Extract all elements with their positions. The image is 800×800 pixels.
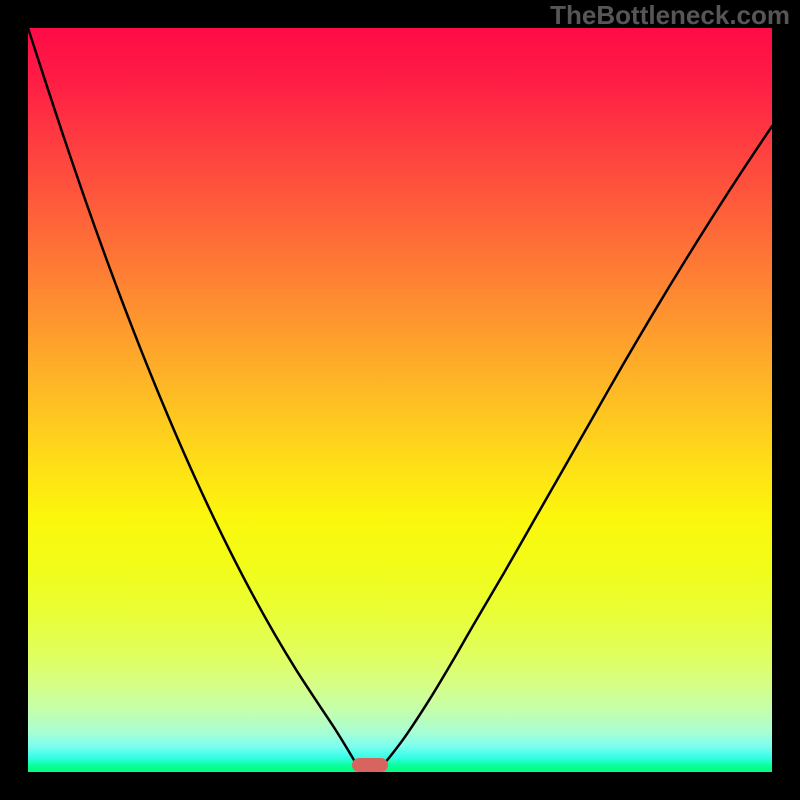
curve-left-branch bbox=[28, 28, 358, 766]
watermark-text: TheBottleneck.com bbox=[550, 0, 790, 31]
frame-border-left bbox=[0, 0, 28, 800]
plot-area bbox=[28, 28, 772, 772]
curve-right-branch bbox=[382, 126, 772, 766]
chart-frame: TheBottleneck.com bbox=[0, 0, 800, 800]
optimal-marker bbox=[352, 758, 388, 772]
frame-border-bottom bbox=[0, 772, 800, 800]
frame-border-right bbox=[772, 0, 800, 800]
bottleneck-curve bbox=[28, 28, 772, 772]
